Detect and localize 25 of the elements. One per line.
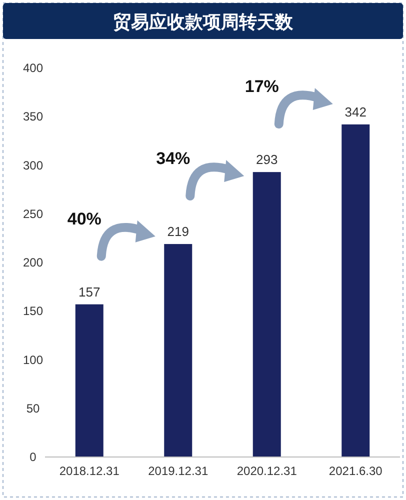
x-tick-label: 2021.6.30 [328,464,383,478]
annotation: 40% [67,209,102,228]
y-tick-label: 400 [22,61,44,75]
data-label: 157 [78,284,100,300]
y-tick-label: 250 [22,206,44,221]
annotation: 17% [244,77,279,96]
data-label: 219 [167,224,189,240]
bar [252,172,281,457]
data-label: 342 [344,104,366,120]
y-tick-label: 150 [22,304,44,318]
x-tick-label: 2020.12.31 [236,464,298,478]
y-tick-label: 50 [26,401,40,416]
x-tick-label: 2018.12.31 [59,464,120,478]
bar [75,304,104,457]
data-label: 293 [256,152,278,168]
y-tick-label: 300 [22,158,44,172]
y-tick-label: 200 [22,256,44,270]
bar [342,124,370,457]
bar [164,244,192,457]
y-tick-label: 0 [30,450,37,464]
y-tick-label: 350 [22,110,44,124]
chart-title: 贸易应收款项周转天数 [113,12,294,33]
annotation: 34% [156,149,190,168]
x-tick-label: 2019.12.31 [148,464,208,478]
y-tick-label: 100 [22,352,44,367]
